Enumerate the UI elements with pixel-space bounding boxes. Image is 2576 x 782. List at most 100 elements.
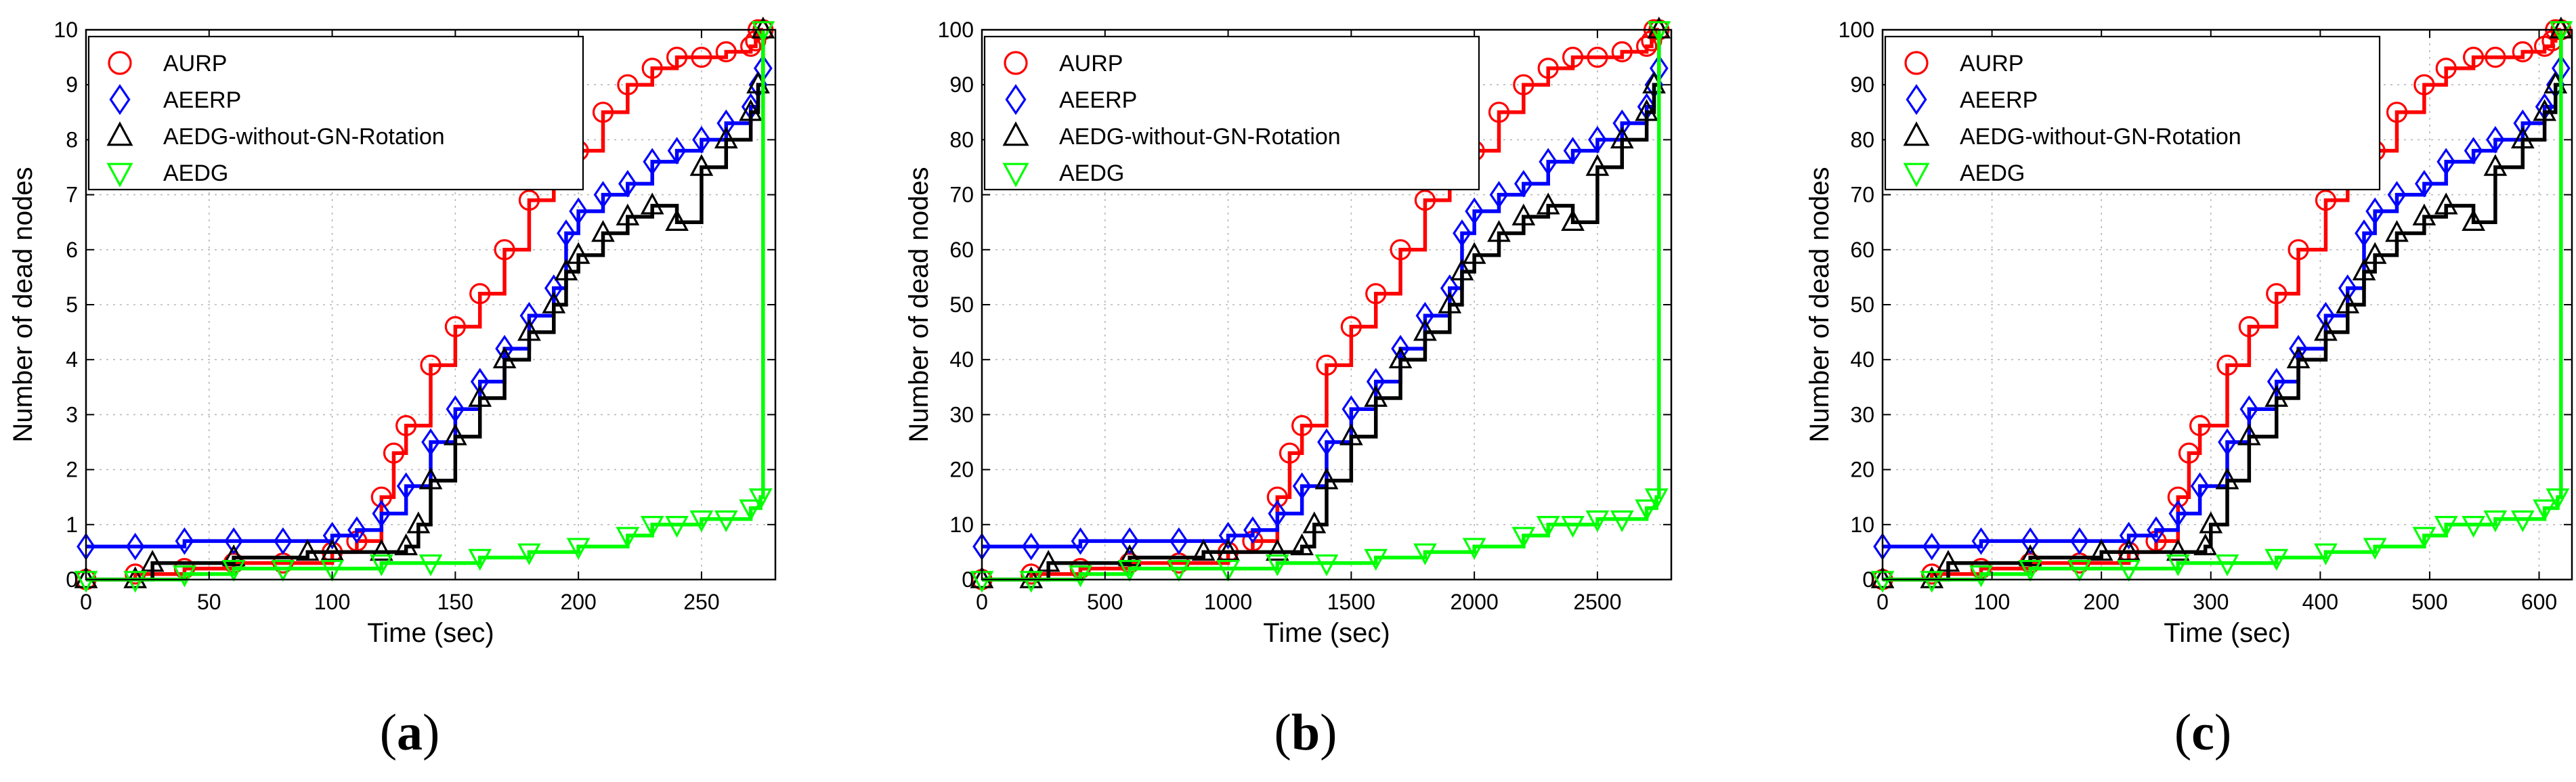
data-point (140, 550, 165, 572)
y-tick-label: 40 (949, 347, 974, 372)
data-point (2218, 428, 2237, 456)
legend-item: AEDG-without-GN-Rotation (1903, 121, 2241, 150)
legend-marker (108, 51, 132, 75)
data-point (370, 486, 392, 508)
panel-label-letter: b (1291, 704, 1320, 761)
data-point (2288, 239, 2309, 261)
data-point (1364, 548, 1388, 571)
data-point (566, 242, 591, 264)
data-point (320, 538, 344, 561)
legend-label: AURP (1960, 51, 2023, 77)
y-tick-label: 50 (949, 292, 974, 317)
x-tick-label: 200 (2083, 590, 2119, 614)
x-axis-label: Time (sec) (2164, 618, 2290, 648)
data-point (1243, 516, 1262, 544)
data-point (2267, 368, 2286, 396)
data-point (1388, 346, 1413, 369)
data-point (715, 41, 737, 63)
data-point (1341, 395, 1361, 423)
data-point (221, 559, 246, 582)
data-point (618, 170, 637, 198)
data-point (1316, 354, 1337, 376)
series-aedg-without-gn-rotation (970, 16, 1671, 588)
data-point (383, 442, 405, 464)
data-point (593, 181, 613, 209)
panel-label-a: (a) (380, 704, 440, 761)
data-point (369, 538, 393, 561)
legend-item: AEDG (1903, 160, 2025, 188)
legend-box (87, 35, 584, 191)
x-tick-label: 500 (2411, 590, 2447, 614)
y-tick-label: 6 (66, 238, 78, 262)
data-point (2189, 415, 2211, 437)
panel-label-c: (c) (2174, 704, 2231, 761)
legend-item: AEDG (106, 160, 228, 188)
data-point (2021, 527, 2040, 555)
data-point (444, 316, 466, 338)
data-point (2167, 486, 2189, 508)
data-point (2462, 209, 2485, 231)
data-point (739, 99, 763, 121)
data-point (2070, 527, 2089, 555)
data-point (2533, 499, 2556, 521)
data-point (1462, 242, 1486, 264)
y-tick-label: 30 (949, 402, 974, 427)
data-point (322, 521, 342, 550)
data-point (1317, 428, 1336, 456)
x-axis-label: Time (sec) (1263, 618, 1390, 648)
data-point (1453, 219, 1472, 247)
data-point (1218, 521, 1238, 550)
y-tick-label: 20 (1850, 458, 1874, 482)
data-point (1539, 148, 1558, 176)
y-tick-label: 80 (949, 127, 974, 152)
legend-label: AEERP (1059, 87, 1137, 113)
data-point (2434, 192, 2458, 215)
y-tick-label: 60 (949, 238, 974, 262)
data-point (2117, 538, 2141, 561)
data-point (1585, 510, 1610, 533)
data-point (2387, 181, 2407, 209)
data-point (2119, 521, 2139, 550)
y-tick-label: 3 (66, 402, 78, 427)
y-tick-label: 0 (962, 567, 974, 592)
data-point (643, 148, 662, 176)
data-point (1390, 239, 1411, 261)
data-point (2363, 242, 2387, 264)
data-point (1489, 181, 1509, 209)
data-point (739, 499, 763, 521)
panel-label-paren-open: ( (1274, 704, 1291, 761)
data-point (714, 126, 738, 149)
y-tick-label: 10 (949, 513, 974, 537)
data-point (224, 527, 243, 555)
chart-panel-c: 0 100 200 300 400 500 600 0 10 20 30 40 50 60 70 80 90 10… (1805, 16, 2573, 648)
data-point (2215, 467, 2239, 490)
data-point (2412, 527, 2437, 549)
data-point (1969, 565, 1993, 588)
panel-label-paren-close: ) (1320, 704, 1337, 761)
data-point (640, 192, 664, 215)
data-point (2117, 559, 2141, 582)
data-point (1340, 316, 1362, 338)
legend-label: AEDG (1960, 160, 2025, 186)
data-point (320, 559, 344, 582)
data-point (2363, 538, 2387, 560)
data-point (2483, 510, 2508, 533)
y-tick-label: 2 (66, 458, 78, 482)
data-point (1279, 442, 1301, 464)
data-point (468, 548, 492, 571)
data-point (1169, 527, 1188, 555)
legend: AURP AEERP AEDG-without-GN-Rotation AEDG (983, 35, 1480, 191)
data-point (566, 538, 591, 560)
data-point (1415, 301, 1435, 330)
data-point (616, 203, 640, 225)
data-point (2434, 515, 2458, 538)
data-point (175, 527, 194, 555)
legend-label: AEDG-without-GN-Rotation (1059, 124, 1341, 150)
data-point (1450, 258, 1474, 281)
data-point (1302, 511, 1327, 534)
data-point (2266, 283, 2288, 305)
data-point (1587, 46, 1608, 68)
series-line (982, 30, 1661, 582)
series-line (86, 30, 765, 582)
data-point (469, 283, 491, 305)
